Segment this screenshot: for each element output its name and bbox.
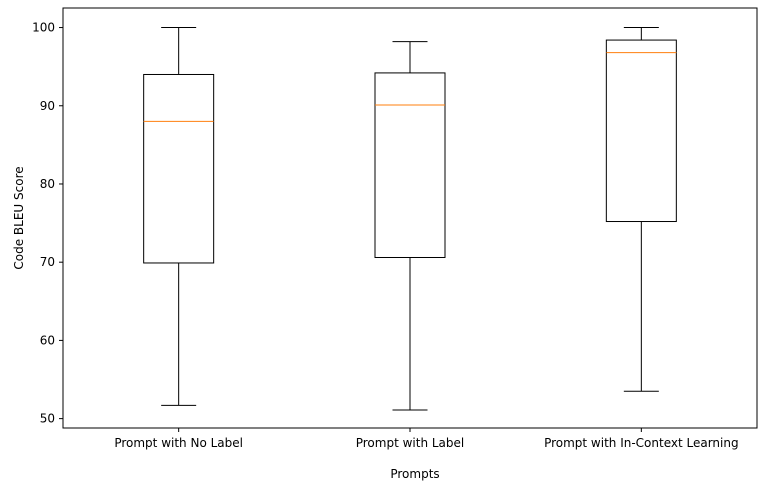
box-group [605,27,677,392]
y-tick-label: 70 [40,255,55,269]
y-axis-label: Code BLEU Score [12,166,26,269]
box-group [374,41,446,411]
x-tick-label: Prompt with Label [356,436,465,450]
x-axis-label: Prompts [390,467,439,481]
plot-frame [62,7,758,429]
y-tick-label: 80 [40,177,55,191]
boxes-layer [143,27,677,411]
iqr-box [374,72,446,258]
y-tick-label: 50 [40,412,55,426]
y-tick-label: 100 [32,21,55,35]
y-tick-label: 60 [40,333,55,347]
y-tick-label: 90 [40,99,55,113]
x-tick-label: Prompt with In-Context Learning [544,436,739,450]
y-axis-ticks: 50 60 70 80 90 100 [32,21,63,426]
x-tick-label: Prompt with No Label [114,436,243,450]
x-axis-ticks: Prompt with No Label Prompt with Label Pro… [114,428,739,450]
iqr-box [605,39,677,223]
box-group [143,27,215,406]
iqr-box [143,73,215,264]
